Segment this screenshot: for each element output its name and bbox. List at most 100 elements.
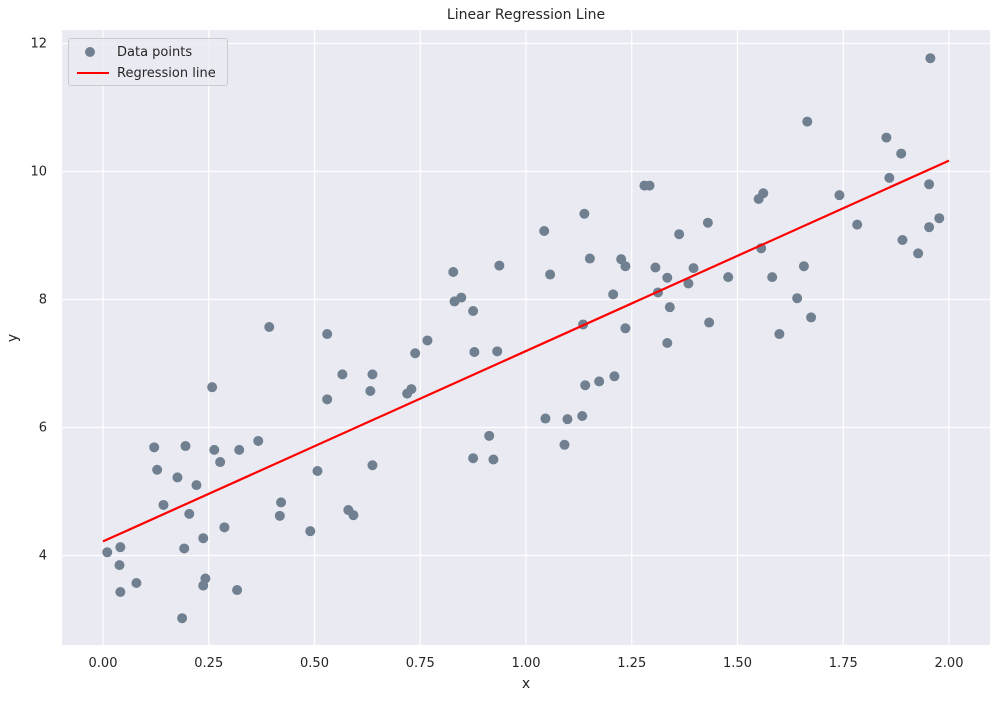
data-point bbox=[802, 116, 813, 127]
data-point bbox=[758, 188, 769, 199]
data-point bbox=[177, 613, 188, 624]
data-point bbox=[102, 547, 113, 558]
legend-label: Regression line bbox=[117, 65, 216, 81]
data-point bbox=[488, 454, 499, 465]
data-point bbox=[609, 371, 620, 382]
data-point bbox=[545, 269, 556, 280]
x-tick-label: 0.50 bbox=[300, 656, 329, 671]
data-point bbox=[131, 578, 142, 589]
data-point bbox=[620, 323, 631, 334]
data-point bbox=[180, 441, 191, 452]
regression-line bbox=[102, 159, 950, 543]
data-point bbox=[468, 453, 479, 464]
data-point bbox=[608, 289, 619, 300]
data-point bbox=[620, 261, 631, 272]
data-point bbox=[456, 292, 467, 303]
data-point bbox=[897, 234, 908, 245]
data-point bbox=[896, 148, 907, 159]
data-point bbox=[448, 266, 459, 277]
data-point bbox=[580, 380, 591, 391]
data-point bbox=[577, 410, 588, 421]
y-tick-label: 10 bbox=[30, 164, 47, 179]
data-point bbox=[276, 497, 287, 508]
data-point bbox=[924, 222, 935, 233]
data-point bbox=[925, 53, 936, 64]
data-point bbox=[834, 190, 845, 201]
data-point bbox=[494, 260, 505, 271]
x-tick-label: 1.75 bbox=[828, 656, 858, 671]
data-point bbox=[198, 533, 209, 544]
scatter-marker-icon bbox=[85, 47, 95, 57]
data-point bbox=[219, 522, 230, 533]
data-point bbox=[924, 179, 935, 190]
data-point bbox=[683, 278, 694, 289]
x-tick-label: 1.00 bbox=[511, 656, 541, 671]
data-point bbox=[158, 499, 169, 510]
data-point bbox=[702, 217, 713, 228]
data-point bbox=[688, 263, 699, 274]
data-point bbox=[664, 302, 675, 313]
data-point bbox=[215, 457, 226, 468]
data-point bbox=[644, 180, 655, 191]
data-point bbox=[662, 338, 673, 349]
x-axis-label: x bbox=[521, 676, 531, 692]
legend-label: Data points bbox=[117, 44, 193, 60]
data-point bbox=[469, 346, 480, 357]
y-axis-label: y bbox=[5, 333, 22, 343]
data-point bbox=[584, 253, 595, 264]
legend-item-regression-line: Regression line bbox=[69, 63, 216, 83]
data-point bbox=[209, 444, 220, 455]
data-point bbox=[337, 369, 348, 380]
data-point bbox=[115, 586, 126, 597]
data-point bbox=[674, 229, 685, 240]
y-tick-label: 12 bbox=[30, 36, 47, 51]
data-point bbox=[913, 248, 924, 259]
data-point bbox=[234, 444, 245, 455]
data-point bbox=[348, 510, 359, 521]
data-point bbox=[774, 329, 785, 340]
data-point bbox=[367, 369, 378, 380]
data-point bbox=[484, 430, 495, 441]
data-point bbox=[305, 526, 316, 537]
data-point bbox=[179, 543, 190, 554]
data-point bbox=[559, 439, 570, 450]
x-tick-label: 2.00 bbox=[934, 656, 964, 671]
data-point bbox=[410, 348, 421, 359]
data-point bbox=[792, 293, 803, 304]
data-point bbox=[149, 442, 160, 453]
data-point bbox=[806, 312, 817, 323]
data-point bbox=[662, 272, 673, 283]
y-tick-label: 4 bbox=[38, 548, 47, 563]
y-tick-label: 8 bbox=[38, 292, 47, 307]
data-point bbox=[191, 480, 202, 491]
data-point bbox=[274, 510, 285, 521]
legend: Data points Regression line bbox=[68, 38, 228, 86]
data-point bbox=[312, 466, 323, 477]
data-point bbox=[322, 329, 333, 340]
data-point bbox=[232, 585, 243, 596]
data-point bbox=[852, 219, 863, 230]
data-point bbox=[152, 464, 163, 475]
data-point bbox=[798, 261, 809, 272]
data-point bbox=[934, 213, 945, 224]
x-tick-label: 1.50 bbox=[723, 656, 752, 671]
data-point bbox=[184, 508, 195, 519]
data-point bbox=[723, 272, 734, 283]
data-point bbox=[322, 394, 333, 405]
data-point bbox=[422, 335, 433, 346]
data-point bbox=[540, 413, 551, 424]
data-point bbox=[884, 172, 895, 183]
data-point bbox=[365, 386, 376, 397]
data-point bbox=[200, 573, 211, 584]
x-tick-label: 1.25 bbox=[617, 656, 647, 671]
data-point bbox=[207, 382, 218, 393]
data-point bbox=[367, 460, 378, 471]
data-point bbox=[594, 376, 605, 387]
data-point bbox=[264, 322, 275, 333]
data-point bbox=[767, 272, 778, 283]
data-point bbox=[114, 560, 125, 571]
data-point bbox=[115, 542, 126, 553]
data-point bbox=[468, 306, 479, 317]
data-point bbox=[579, 208, 590, 219]
